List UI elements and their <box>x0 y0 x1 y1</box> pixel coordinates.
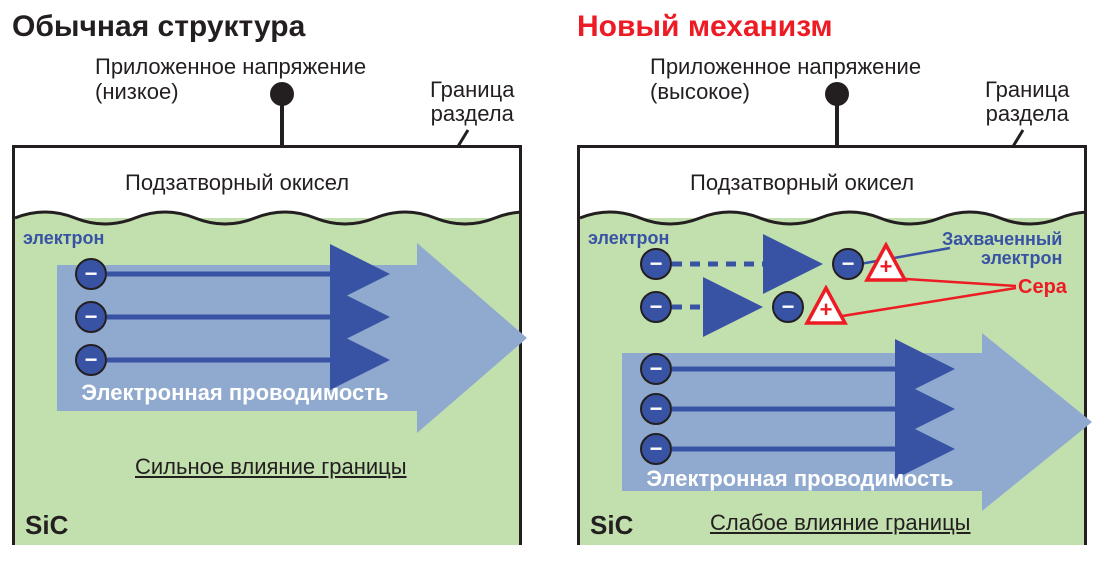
electrode-line-right <box>835 104 839 146</box>
svg-text:+: + <box>820 297 833 322</box>
boundary-l1: Граница <box>985 78 1069 102</box>
voltage-l1: Приложенное напряжение <box>650 54 921 79</box>
electrode-line-left <box>280 104 284 146</box>
arrow-caption-right: Электронная проводимость <box>640 466 960 492</box>
electron-icon: − <box>75 344 107 376</box>
voltage-label-right: Приложенное напряжение (высокое) <box>650 54 921 105</box>
boundary-label-right: Граница раздела <box>985 78 1069 126</box>
main-box-left: Подзатворный окисел электрон − − − Элект… <box>12 145 522 545</box>
influence-label-right: Слабое влияние границы <box>710 510 971 536</box>
electron-icon: − <box>640 433 672 465</box>
electron-icon: − <box>75 301 107 333</box>
panel-left: Обычная структура Приложенное напряжение… <box>0 0 545 570</box>
sic-label-left: SiC <box>25 510 68 541</box>
main-box-right: Подзатворный окисел электрон Захваченный… <box>577 145 1087 545</box>
electron-icon: − <box>640 291 672 323</box>
influence-label-left: Сильное влияние границы <box>135 454 407 480</box>
voltage-l2: (низкое) <box>95 79 366 104</box>
electron-icon: − <box>75 258 107 290</box>
electrode-dot-left <box>270 82 294 106</box>
svg-text:+: + <box>880 254 893 279</box>
right-title: Новый механизм <box>577 10 833 44</box>
panel-right: Новый механизм Приложенное напряжение (в… <box>565 0 1100 570</box>
sic-label-right: SiC <box>590 510 633 541</box>
voltage-l1: Приложенное напряжение <box>95 54 366 79</box>
arrow-caption-left: Электронная проводимость <box>75 380 395 406</box>
boundary-l2: раздела <box>430 102 514 126</box>
boundary-l2: раздела <box>985 102 1069 126</box>
trapped-electron-icon: − <box>772 291 804 323</box>
electron-icon: − <box>640 393 672 425</box>
electrode-dot-right <box>825 82 849 106</box>
voltage-l2: (высокое) <box>650 79 921 104</box>
sulfur-icon: + <box>864 242 908 284</box>
left-title: Обычная структура <box>12 10 305 44</box>
voltage-label-left: Приложенное напряжение (низкое) <box>95 54 366 105</box>
trapped-electron-icon: − <box>832 248 864 280</box>
electron-icon: − <box>640 353 672 385</box>
electron-icon: − <box>640 248 672 280</box>
boundary-l1: Граница <box>430 78 514 102</box>
sulfur-icon: + <box>804 285 848 327</box>
boundary-label-left: Граница раздела <box>430 78 514 126</box>
